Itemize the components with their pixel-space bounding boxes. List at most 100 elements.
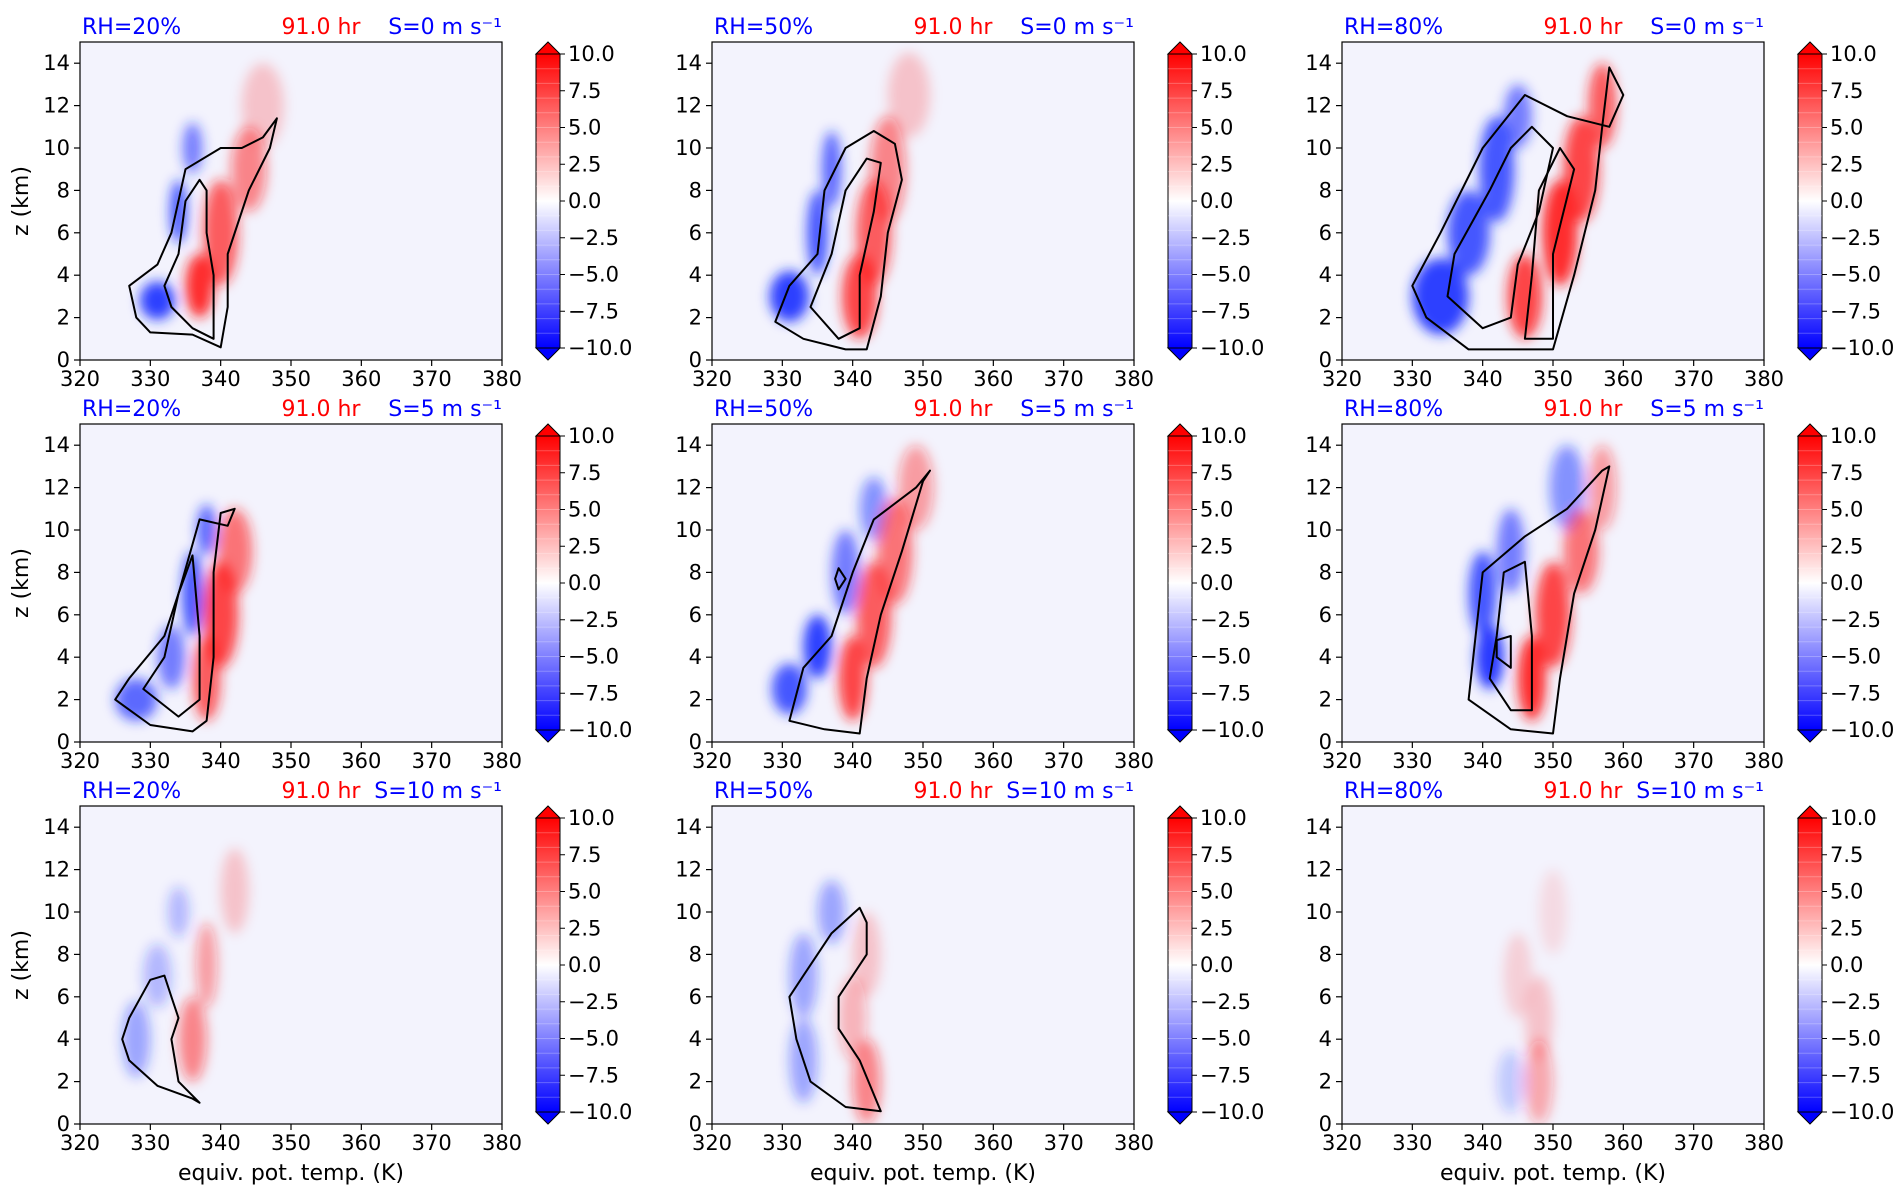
colorbar-tick-label: 5.0 — [1830, 498, 1863, 522]
y-tick-label: 14 — [43, 433, 70, 457]
y-tick-label: 0 — [689, 348, 702, 372]
y-tick-label: 14 — [43, 51, 70, 75]
colorbar-extend-max — [534, 423, 562, 437]
positive-anomaly — [1507, 254, 1543, 339]
field-layer — [789, 880, 881, 1124]
y-tick-label: 10 — [675, 136, 702, 160]
y-tick-label: 2 — [689, 688, 702, 712]
x-tick-label: 320 — [1322, 367, 1362, 391]
y-axis-label: z (km) — [9, 548, 34, 618]
shear-label: S=0 m s⁻¹ — [1650, 15, 1764, 40]
y-tick-label: 2 — [1319, 306, 1332, 330]
panel-5: 320 330 340 350 360 370 380 0 2 4 6 8 10 12 14 RH=50% 91… — [675, 397, 1264, 773]
plot-area — [712, 806, 1134, 1124]
y-tick-label: 14 — [1305, 433, 1332, 457]
x-tick-label: 330 — [762, 749, 802, 773]
y-tick-label: 0 — [1319, 730, 1332, 754]
colorbar-tick-label: 10.0 — [568, 806, 615, 830]
colorbar-extend-min — [534, 729, 562, 743]
x-axis-label: equiv. pot. temp. (K) — [810, 1161, 1036, 1186]
y-tick-label: 12 — [675, 94, 702, 118]
x-tick-label: 340 — [833, 367, 873, 391]
colorbar-tick-label: 0.0 — [1830, 571, 1863, 595]
y-tick-label: 4 — [1319, 645, 1332, 669]
positive-anomaly — [1588, 445, 1617, 530]
x-tick-label: 330 — [1392, 1131, 1432, 1155]
positive-anomaly — [1563, 116, 1599, 223]
x-tick-label: 350 — [1533, 1131, 1573, 1155]
x-tick-label: 350 — [1533, 749, 1573, 773]
negative-anomaly — [803, 614, 832, 679]
colorbar: 10.0 7.5 5.0 2.5 0.0 −2.5 −5.0 −7.5 −10.0 — [534, 41, 632, 361]
x-tick-label: 380 — [1114, 1131, 1154, 1155]
x-tick-label: 380 — [1744, 749, 1784, 773]
contour-line — [1467, 465, 1611, 735]
x-tick-label: 380 — [482, 749, 522, 773]
x-tick-label: 370 — [412, 1131, 452, 1155]
colorbar-tick-label: 10.0 — [568, 424, 615, 448]
x-tick-label: 330 — [1392, 367, 1432, 391]
colorbar-tick-label: 0.0 — [1830, 189, 1863, 213]
panel-7: 320 330 340 350 360 370 380 0 2 4 6 8 10 12 14 RH=20% 91… — [9, 779, 632, 1186]
colorbar-tick-label: 7.5 — [1830, 843, 1863, 867]
panel-4: 320 330 340 350 360 370 380 0 2 4 6 8 10 12 14 RH=20% 91… — [9, 397, 632, 773]
panel-9: 320 330 340 350 360 370 380 0 2 4 6 8 10 12 14 RH=80% 91… — [1305, 779, 1894, 1186]
colorbar-tick-label: −7.5 — [568, 681, 619, 705]
x-tick-label: 380 — [482, 367, 522, 391]
negative-anomaly — [167, 886, 190, 938]
colorbar-tick-label: 7.5 — [568, 843, 601, 867]
contour-line — [774, 130, 903, 351]
colorbar-tick-label: 7.5 — [1200, 79, 1233, 103]
x-tick-label: 330 — [762, 1131, 802, 1155]
y-tick-label: 8 — [57, 560, 70, 584]
contour-layer — [788, 469, 931, 735]
contour-line — [1495, 635, 1512, 669]
colorbar-gradient — [1167, 53, 1193, 349]
positive-anomaly — [1538, 869, 1568, 955]
panel-3: 320 330 340 350 360 370 380 0 2 4 6 8 10 12 14 RH=80% 91… — [1305, 15, 1894, 391]
rh-label: RH=50% — [714, 15, 813, 40]
y-tick-label: 14 — [1305, 815, 1332, 839]
rh-label: RH=80% — [1344, 779, 1443, 804]
colorbar-tick-label: 0.0 — [1200, 953, 1233, 977]
colorbar-extend-min — [1796, 347, 1824, 361]
y-tick-label: 8 — [689, 942, 702, 966]
x-tick-label: 330 — [762, 367, 802, 391]
colorbar-tick-label: 10.0 — [1200, 424, 1247, 448]
contour-line — [788, 906, 882, 1113]
colorbar-tick-label: 5.0 — [1830, 880, 1863, 904]
colorbar-tick-label: −2.5 — [568, 990, 619, 1014]
colorbar-gradient — [1797, 817, 1823, 1113]
contour-line — [1488, 560, 1533, 712]
x-tick-label: 360 — [341, 749, 381, 773]
colorbar: 10.0 7.5 5.0 2.5 0.0 −2.5 −5.0 −7.5 −10.0 — [1796, 423, 1894, 743]
colorbar: 10.0 7.5 5.0 2.5 0.0 −2.5 −5.0 −7.5 −10.0 — [1796, 41, 1894, 361]
colorbar-tick-label: −10.0 — [568, 336, 632, 360]
contour-line — [1411, 66, 1625, 351]
colorbar-extend-min — [1796, 729, 1824, 743]
colorbar: 10.0 7.5 5.0 2.5 0.0 −2.5 −5.0 −7.5 −10.0 — [534, 805, 632, 1125]
y-tick-label: 8 — [57, 178, 70, 202]
x-tick-label: 330 — [130, 1131, 170, 1155]
shear-label: S=10 m s⁻¹ — [1006, 779, 1134, 804]
contour-layer — [121, 974, 201, 1104]
positive-anomaly — [196, 922, 218, 1008]
colorbar-tick-label: 0.0 — [568, 189, 601, 213]
y-tick-label: 10 — [43, 518, 70, 542]
panel-1: 320 330 340 350 360 370 380 0 2 4 6 8 10 12 14 RH=20% 91… — [9, 15, 632, 391]
y-tick-label: 0 — [57, 348, 70, 372]
colorbar-tick-label: −2.5 — [1830, 608, 1881, 632]
time-label: 91.0 hr — [282, 779, 362, 804]
x-tick-label: 370 — [412, 367, 452, 391]
x-tick-label: 320 — [692, 367, 732, 391]
panel-8: 320 330 340 350 360 370 380 0 2 4 6 8 10 12 14 RH=50% 91… — [675, 779, 1264, 1186]
colorbar-tick-label: −5.0 — [1830, 1027, 1881, 1051]
colorbar-extend-max — [1166, 41, 1194, 55]
x-tick-label: 350 — [1533, 367, 1573, 391]
x-tick-label: 340 — [1463, 749, 1503, 773]
contour-line — [834, 567, 847, 591]
colorbar-tick-label: −2.5 — [568, 608, 619, 632]
y-tick-label: 4 — [689, 1027, 702, 1051]
y-tick-label: 2 — [1319, 688, 1332, 712]
x-tick-label: 340 — [201, 367, 241, 391]
